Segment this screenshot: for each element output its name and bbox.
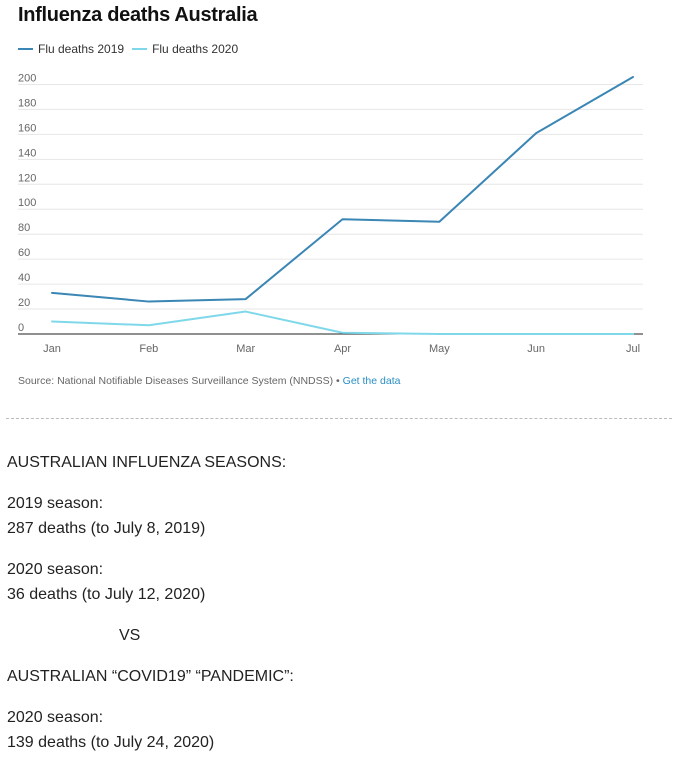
x-tick-label: Mar xyxy=(236,343,255,355)
x-tick-label: Apr xyxy=(334,343,351,355)
legend-label-2020: Flu deaths 2020 xyxy=(152,42,239,56)
chart-title: Influenza deaths Australia xyxy=(18,4,258,26)
x-tick-label: Jul xyxy=(626,343,640,355)
y-tick-label: 40 xyxy=(18,272,30,284)
x-tick-label: Feb xyxy=(139,343,158,355)
y-tick-label: 180 xyxy=(18,97,36,109)
data-point xyxy=(535,132,537,134)
y-tick-label: 160 xyxy=(18,122,36,134)
vs-label: VS xyxy=(119,627,141,644)
y-tick-label: 60 xyxy=(18,247,30,259)
data-point xyxy=(438,221,440,223)
y-tick-label: 140 xyxy=(18,147,36,159)
source-separator: • xyxy=(336,375,340,387)
data-point xyxy=(51,321,53,323)
get-the-data-link[interactable]: Get the data xyxy=(342,375,401,387)
x-axis-ticks: Jan Feb Mar Apr May Jun Jul xyxy=(43,343,640,355)
series-lines xyxy=(51,75,634,335)
y-tick-label: 80 xyxy=(18,222,30,234)
season-2019-value: 287 deaths (to July 8, 2019) xyxy=(7,520,206,537)
seasons-heading: AUSTRALIAN INFLUENZA SEASONS: xyxy=(7,454,287,471)
x-tick-label: May xyxy=(429,343,450,355)
series-line-0 xyxy=(51,75,634,303)
line-chart: 0 20 40 60 80 100 120 140 160 180 200 Jan Feb Mar Apr… xyxy=(18,72,643,355)
series-line-1 xyxy=(51,310,634,335)
y-tick-label: 200 xyxy=(18,72,36,84)
data-point xyxy=(245,298,247,300)
y-tick-label: 100 xyxy=(18,197,36,209)
covid-season-label: 2020 season: xyxy=(7,709,104,726)
y-tick-label: 120 xyxy=(18,172,36,184)
data-point xyxy=(632,76,634,78)
covid-heading: AUSTRALIAN “COVID19” “PANDEMIC”: xyxy=(7,668,294,685)
data-point xyxy=(632,333,634,335)
covid-season-value: 139 deaths (to July 24, 2020) xyxy=(7,734,215,751)
legend-swatch-2020 xyxy=(132,48,148,50)
grid-lines xyxy=(18,83,643,335)
chart-source: Source: National Notifiable Diseases Sur… xyxy=(18,375,400,387)
y-axis-ticks: 0 20 40 60 80 100 120 140 160 180 200 xyxy=(18,72,36,334)
y-tick-label: 20 xyxy=(18,297,30,309)
data-point xyxy=(148,301,150,303)
x-tick-label: Jun xyxy=(527,343,545,355)
y-tick-label: 0 xyxy=(18,322,24,334)
chart-legend: Flu deaths 2019 Flu deaths 2020 xyxy=(18,42,246,56)
source-text: Source: National Notifiable Diseases Sur… xyxy=(18,375,334,387)
x-tick-label: Jan xyxy=(43,343,61,355)
data-point xyxy=(148,324,150,326)
data-point xyxy=(342,332,344,334)
season-2020-value: 36 deaths (to July 12, 2020) xyxy=(7,586,206,603)
section-divider xyxy=(6,418,672,419)
data-point xyxy=(438,333,440,335)
season-2019-label: 2019 season: xyxy=(7,495,104,512)
data-point xyxy=(535,333,537,335)
legend-label-2019: Flu deaths 2019 xyxy=(38,42,125,56)
legend-swatch-2019 xyxy=(18,48,33,50)
data-point xyxy=(342,218,344,220)
legend-item-2019: Flu deaths 2019 xyxy=(18,42,124,56)
data-point xyxy=(51,292,53,294)
legend-item-2020: Flu deaths 2020 xyxy=(132,42,238,56)
chart-block: 0 20 40 60 80 100 120 140 160 180 200 Jan Feb Mar Apr… xyxy=(18,4,643,387)
season-2020-label: 2020 season: xyxy=(7,561,104,578)
data-point xyxy=(245,311,247,313)
